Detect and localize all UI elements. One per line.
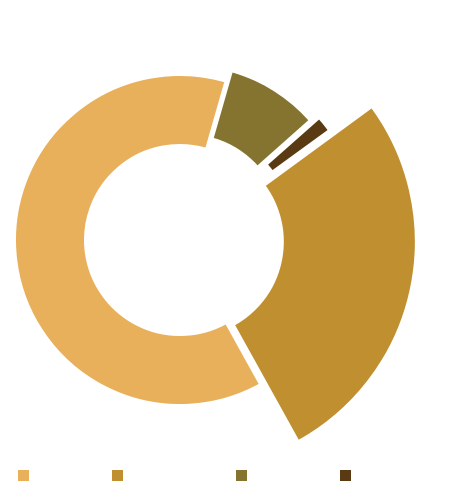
donut-slice [265,116,331,173]
donut-slice [211,70,312,169]
legend-swatch [236,470,247,481]
legend-swatch [112,470,123,481]
donut-slice [232,105,417,443]
legend-swatch [340,470,351,481]
donut-slice [14,74,262,406]
legend-swatch [18,470,29,481]
